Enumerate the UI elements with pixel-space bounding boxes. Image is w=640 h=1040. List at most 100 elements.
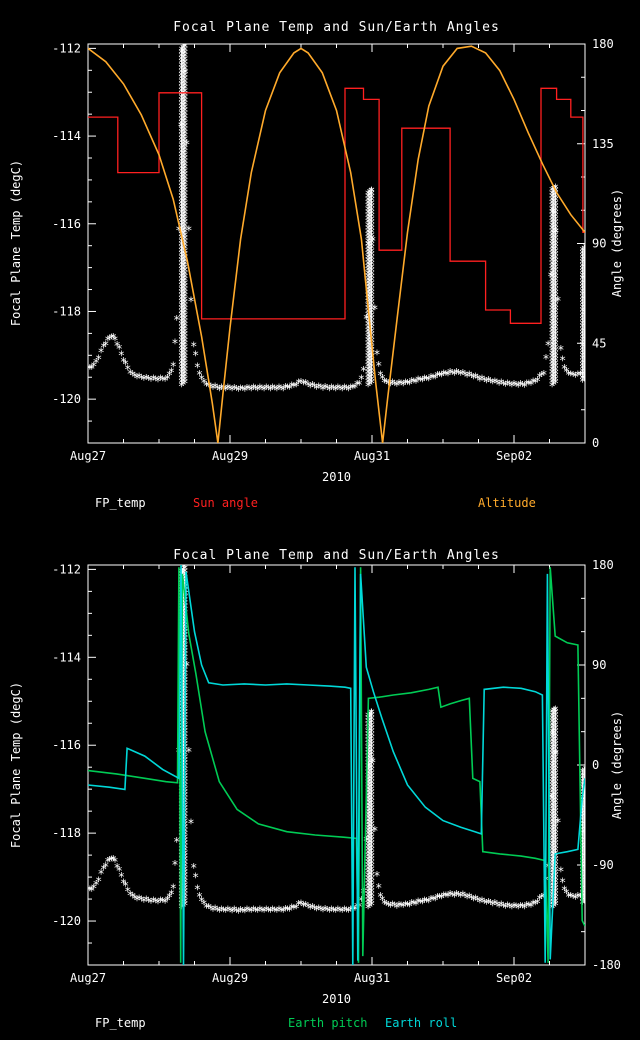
svg-text:*: *	[581, 879, 588, 893]
svg-text:*: *	[273, 905, 280, 919]
svg-text:*: *	[552, 876, 559, 890]
chart-bottom: Aug27 Aug29 Aug31 Sep02 -112 -114 -116 -118 -120…	[0, 520, 640, 1040]
svg-text:*: *	[582, 817, 589, 831]
chart-title: Focal Plane Temp and Sun/Earth Angles	[173, 20, 500, 35]
svg-text:*: *	[180, 180, 187, 194]
svg-text:*: *	[368, 870, 375, 884]
svg-text:*: *	[178, 56, 185, 70]
svg-text:*: *	[180, 48, 187, 62]
svg-text:*: *	[181, 108, 188, 122]
svg-text:*: *	[93, 878, 100, 892]
svg-text:*: *	[461, 368, 468, 382]
svg-text:*: *	[444, 368, 451, 382]
svg-text:*: *	[181, 146, 188, 160]
svg-text:*: *	[181, 60, 188, 74]
svg-text:*: *	[548, 274, 555, 288]
svg-text:*: *	[548, 226, 555, 240]
svg-text:*: *	[550, 810, 557, 824]
svg-text:*: *	[548, 319, 555, 333]
svg-text:*: *	[582, 251, 589, 265]
svg-text:*: *	[582, 311, 589, 325]
svg-text:*: *	[393, 901, 400, 915]
svg-text:*: *	[504, 899, 511, 913]
svg-text:*: *	[425, 895, 432, 909]
svg-text:*: *	[138, 372, 145, 386]
svg-text:*: *	[365, 866, 372, 880]
svg-text:*: *	[548, 786, 555, 800]
svg-text:*: *	[548, 824, 555, 838]
svg-text:*: *	[581, 860, 588, 874]
svg-text:*: *	[565, 368, 572, 382]
svg-text:*: *	[468, 370, 475, 384]
svg-text:*: *	[552, 732, 559, 746]
svg-text:*: *	[214, 382, 221, 396]
svg-text:*: *	[368, 265, 375, 279]
svg-text:*: *	[181, 886, 188, 900]
svg-text:*: *	[550, 788, 557, 802]
svg-text:*: *	[162, 374, 169, 388]
svg-text:*: *	[178, 187, 185, 201]
svg-text:*: *	[368, 245, 375, 259]
svg-text:*: *	[581, 358, 588, 372]
svg-text:*: *	[180, 711, 187, 725]
svg-text:*: *	[273, 383, 280, 397]
svg-text:*: *	[582, 283, 589, 297]
svg-text:*: *	[581, 370, 588, 384]
svg-text:*: *	[582, 350, 589, 364]
svg-text:*: *	[548, 322, 555, 336]
svg-text:*: *	[178, 251, 185, 265]
svg-text:*: *	[581, 345, 588, 359]
svg-text:*: *	[233, 905, 240, 919]
svg-text:*: *	[455, 367, 462, 381]
svg-text:*: *	[581, 367, 588, 381]
svg-text:*: *	[143, 372, 150, 386]
svg-text:*: *	[550, 740, 557, 754]
svg-text:*: *	[552, 354, 559, 368]
svg-text:*: *	[180, 317, 187, 331]
svg-text:*: *	[550, 759, 557, 773]
svg-text:*: *	[582, 276, 589, 290]
svg-text:*: *	[180, 621, 187, 635]
svg-text:*: *	[481, 896, 488, 910]
svg-text:*: *	[548, 229, 555, 243]
svg-text:*: *	[567, 368, 574, 382]
svg-text:*: *	[552, 236, 559, 250]
svg-text:*: *	[181, 268, 188, 282]
svg-text:*: *	[419, 375, 426, 389]
svg-text:*: *	[365, 760, 372, 774]
svg-text:*: *	[181, 607, 188, 621]
svg-text:*: *	[446, 888, 453, 902]
svg-text:*: *	[582, 811, 589, 825]
svg-text:*: *	[581, 844, 588, 858]
svg-text:*: *	[180, 769, 187, 783]
svg-text:*: *	[552, 764, 559, 778]
svg-text:*: *	[548, 792, 555, 806]
svg-text:*: *	[108, 853, 115, 867]
svg-text:*: *	[366, 833, 373, 847]
svg-text:*: *	[178, 277, 185, 291]
svg-text:*: *	[550, 202, 557, 216]
svg-text:*: *	[181, 233, 188, 247]
svg-text:*: *	[550, 749, 557, 763]
svg-text:*: *	[180, 282, 187, 296]
svg-text:*: *	[267, 383, 274, 397]
svg-text:*: *	[178, 296, 185, 310]
svg-text:*: *	[180, 205, 187, 219]
svg-text:*: *	[581, 258, 588, 272]
svg-text:*: *	[178, 216, 185, 230]
svg-text:*: *	[485, 896, 492, 910]
svg-text:*: *	[423, 373, 430, 387]
svg-text:*: *	[552, 809, 559, 823]
svg-text:*: *	[574, 368, 581, 382]
svg-text:*: *	[577, 369, 584, 383]
svg-text:*: *	[180, 372, 187, 386]
svg-text:*: *	[552, 201, 559, 215]
svg-text:*: *	[106, 332, 113, 346]
svg-text:*: *	[366, 215, 373, 229]
svg-text:*: *	[550, 743, 557, 757]
svg-text:*: *	[207, 381, 214, 395]
svg-text:*: *	[181, 169, 188, 183]
svg-text:*: *	[181, 73, 188, 87]
svg-text:*: *	[548, 187, 555, 201]
svg-text:*: *	[181, 895, 188, 909]
